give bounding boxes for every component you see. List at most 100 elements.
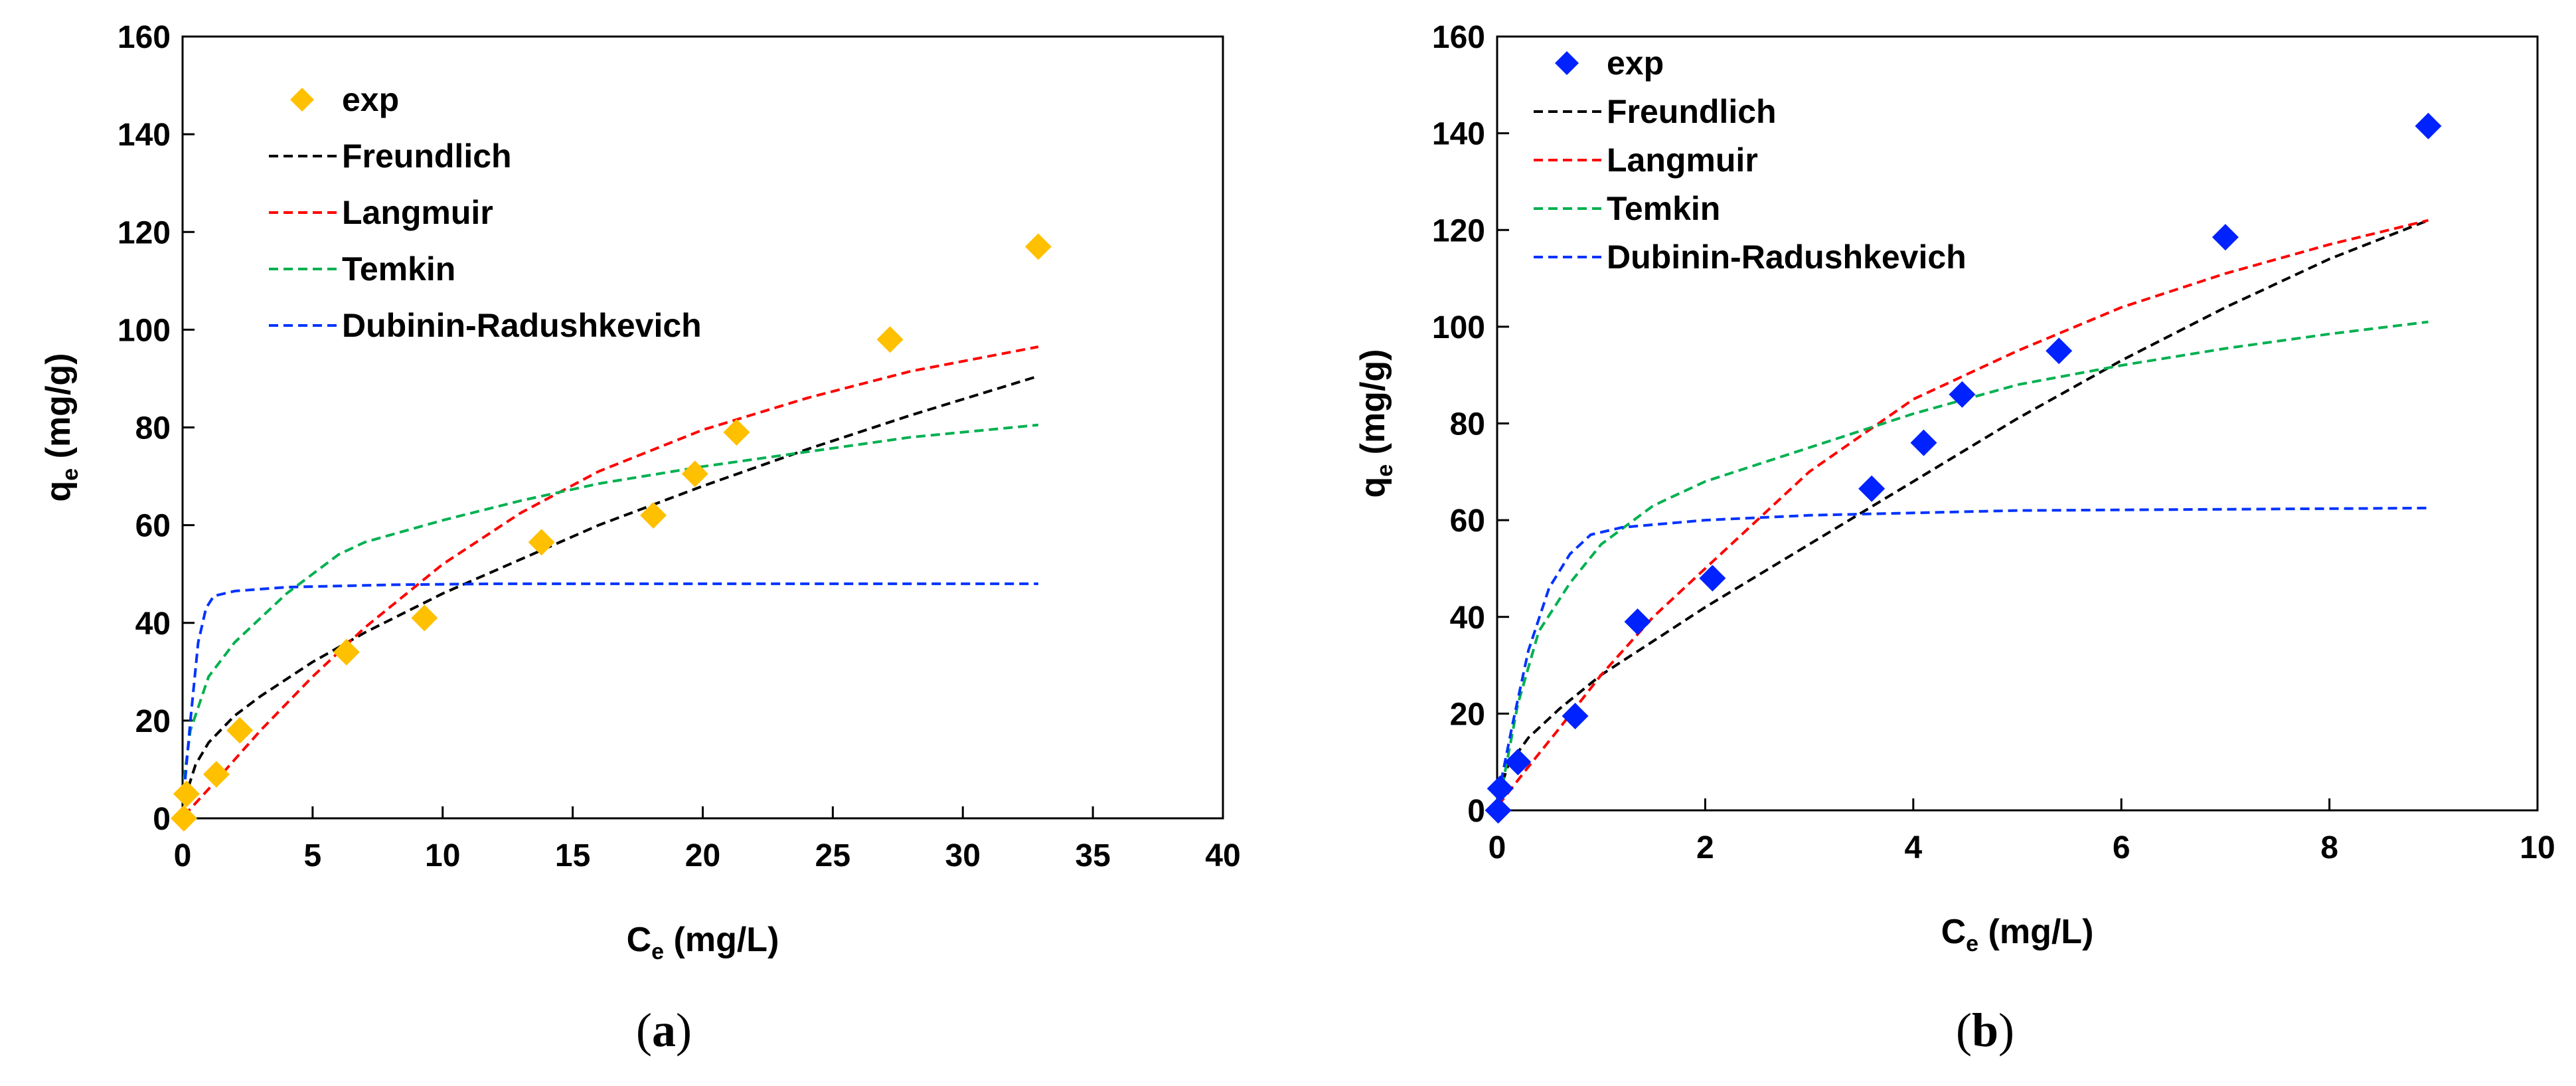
- x-tick-label: 10: [425, 838, 460, 873]
- data-point-exp: [1504, 749, 1532, 776]
- data-point-exp: [170, 805, 197, 832]
- x-tick-label: 0: [1489, 830, 1506, 865]
- y-tick-label: 20: [1450, 697, 1485, 732]
- x-tick-label: 25: [815, 838, 850, 873]
- legend-marker-exp: [1555, 51, 1579, 75]
- data-point-exp: [528, 529, 555, 556]
- y-axis-label: qe (mg/g): [39, 353, 83, 502]
- panel-caption-letter: a: [652, 1004, 676, 1057]
- data-point-exp: [2415, 112, 2442, 139]
- x-axis-label-unit: (mg/L): [1978, 913, 2093, 951]
- data-point-exp: [333, 638, 360, 666]
- y-tick-label: 0: [1467, 794, 1485, 829]
- data-point-exp: [723, 418, 750, 446]
- data-point-exp: [411, 604, 438, 632]
- series-line-temkin: [183, 423, 1039, 780]
- legend-label: Dubinin-Radushkevich: [1607, 238, 1967, 276]
- y-tick-label: 80: [135, 411, 171, 446]
- chart-panel-a: 0 20 40 60 80 100 120 140 160 0 5 10 15 20 25 30 35 40 Ce …: [39, 20, 1241, 964]
- data-point-exp: [876, 326, 904, 353]
- y-tick-label: 120: [1432, 213, 1485, 248]
- legend-marker-exp: [290, 88, 314, 112]
- y-axis-label-symbol: q: [1354, 477, 1392, 498]
- legend-label: Temkin: [342, 250, 455, 288]
- data-point-exp: [681, 460, 708, 488]
- y-tick-label: 40: [135, 606, 171, 642]
- y-tick-label: 140: [118, 118, 171, 153]
- plot-area-frame: [181, 35, 1224, 820]
- legend-label: Langmuir: [1607, 141, 1758, 179]
- data-point-exp: [1485, 797, 1512, 824]
- x-axis-label: Ce (mg/L): [1941, 913, 2094, 956]
- x-tick-label: 6: [2113, 830, 2131, 865]
- x-axis-label: Ce (mg/L): [627, 921, 779, 964]
- y-axis-label-unit: (mg/g): [1354, 349, 1392, 464]
- panel-b-caption-text: (b): [1955, 1004, 2014, 1057]
- y-tick-label: 60: [135, 509, 171, 544]
- y-tick-label: 160: [1432, 20, 1485, 55]
- x-axis-label-subscript: e: [1966, 931, 1978, 956]
- y-tick-label: 0: [153, 802, 171, 837]
- x-axis-label-unit: (mg/L): [664, 921, 779, 959]
- data-point-exp: [202, 761, 230, 788]
- y-tick-label: 100: [1432, 310, 1485, 345]
- data-point-exp: [1858, 475, 1886, 502]
- x-tick-label: 30: [945, 838, 981, 873]
- panel-a-caption-text: (a): [636, 1004, 692, 1057]
- x-tick-label: 10: [2520, 830, 2555, 865]
- data-point-exp: [2212, 224, 2239, 251]
- legend-label: Dubinin-Radushkevich: [342, 307, 702, 344]
- legend-label: Freundlich: [342, 137, 512, 175]
- x-axis-label-subscript: e: [651, 939, 664, 964]
- legend-label: exp: [1607, 45, 1664, 82]
- x-tick-label: 15: [555, 838, 590, 873]
- data-point-exp: [226, 717, 254, 744]
- x-tick-label: 20: [685, 838, 720, 873]
- data-point-exp: [1949, 381, 1976, 408]
- legend: exp Freundlich Langmuir Temkin Dubinin-Radus…: [1534, 45, 1967, 276]
- y-tick-label: 20: [135, 704, 171, 739]
- y-tick-label: 80: [1450, 407, 1485, 442]
- series-line-freundlich: [183, 375, 1039, 802]
- x-tick-label: 5: [304, 838, 322, 873]
- y-tick-label: 100: [118, 313, 171, 348]
- x-tick-label: 40: [1205, 838, 1240, 873]
- legend-label: Freundlich: [1607, 93, 1777, 130]
- panel-b-caption: (b): [1919, 1003, 2052, 1058]
- y-tick-label: 60: [1450, 503, 1485, 539]
- data-point-exp: [173, 780, 200, 808]
- y-axis-label-subscript: e: [58, 468, 83, 481]
- data-point-exp: [1624, 608, 1651, 636]
- series-line-freundlich: [1496, 219, 2429, 796]
- series-line-langmuir: [183, 345, 1039, 817]
- data-point-exp: [2046, 337, 2073, 365]
- x-tick-label: 4: [1904, 830, 1922, 865]
- x-tick-label: 8: [2320, 830, 2338, 865]
- chart-panel-b: 0 20 40 60 80 100 120 140 160 0 2 4 6 8 10 Ce (mg/L) qe …: [1354, 20, 2555, 956]
- data-point-exp: [1487, 775, 1514, 802]
- x-axis-label-symbol: C: [627, 921, 652, 959]
- y-tick-label: 140: [1432, 117, 1485, 152]
- data-point-exp: [1910, 429, 1937, 456]
- y-tick-label: 160: [118, 20, 171, 55]
- data-point-exp: [1699, 565, 1726, 592]
- series-line-dubinin-radushkevich: [183, 582, 1038, 794]
- x-tick-label: 2: [1696, 830, 1714, 865]
- legend-label: Langmuir: [342, 194, 493, 231]
- panel-caption-letter: b: [1971, 1004, 1999, 1057]
- series-line-langmuir: [1497, 219, 2429, 806]
- x-tick-label: 0: [174, 838, 192, 873]
- legend-label: Temkin: [1607, 190, 1720, 227]
- series-line-dubinin-radushkevich: [1496, 506, 2429, 796]
- x-tick-label: 35: [1075, 838, 1110, 873]
- y-tick-label: 120: [118, 215, 171, 250]
- y-tick-label: 40: [1450, 600, 1485, 636]
- y-axis-label-subscript: e: [1372, 464, 1398, 477]
- x-axis-label-symbol: C: [1941, 913, 1967, 951]
- data-point-exp: [1562, 703, 1589, 730]
- data-point-exp: [1024, 233, 1052, 260]
- y-axis-label: qe (mg/g): [1354, 349, 1398, 498]
- y-axis-label-symbol: q: [39, 481, 78, 502]
